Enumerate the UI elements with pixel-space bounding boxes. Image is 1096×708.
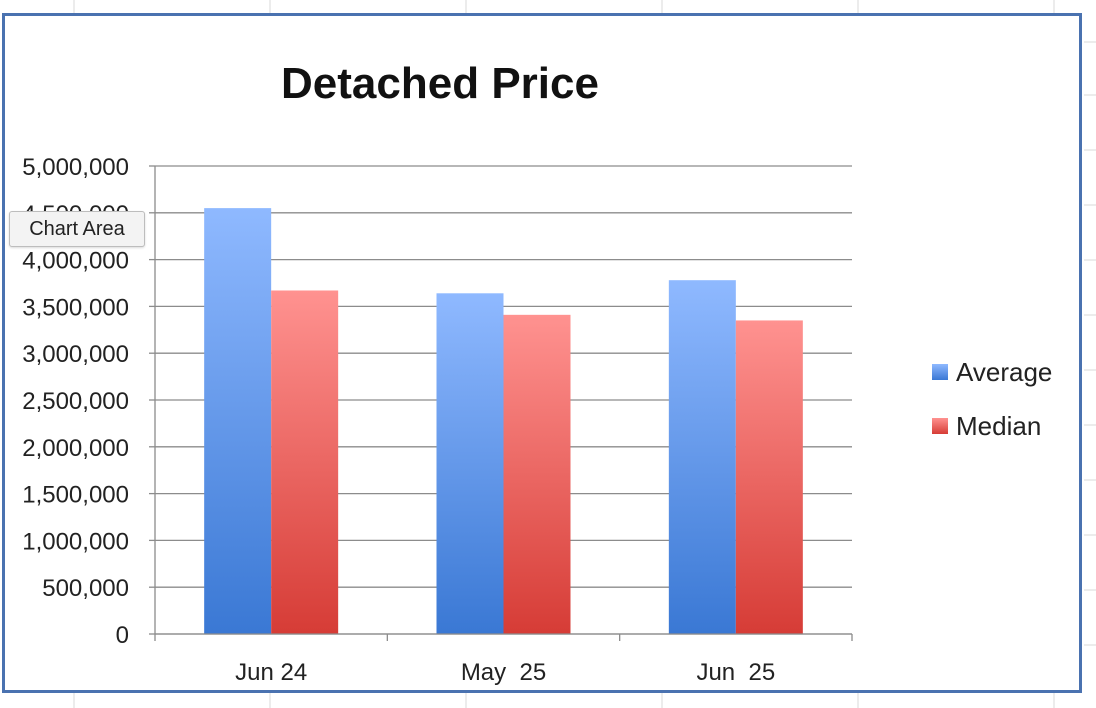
x-tick-label: Jun 25 [696,659,775,686]
bar-average[interactable] [204,208,272,634]
y-tick-label: 2,000,000 [22,435,129,462]
legend-swatch-average [932,364,948,380]
bar-median[interactable] [271,290,339,634]
legend-label-average: Average [956,357,1052,387]
y-tick-label: 5,000,000 [22,154,129,181]
x-tick-label: May 25 [461,659,546,686]
bar-median[interactable] [735,320,803,634]
y-tick-label: 1,500,000 [22,482,129,509]
legend-label-median: Median [956,411,1041,441]
bars [204,208,803,634]
chart-title: Detached Price [281,59,599,108]
legend[interactable]: Average Median [932,357,1052,441]
y-tick-label: 3,000,000 [22,341,129,368]
y-tick-label: 3,500,000 [22,294,129,321]
x-axis [154,166,853,641]
bar-average[interactable] [436,293,504,634]
chart-area-tooltip: Chart Area [9,211,145,247]
y-tick-label: 500,000 [42,575,129,602]
y-tick-label: 2,500,000 [22,388,129,415]
x-tick-label: Jun 24 [235,659,307,686]
y-tick-label: 1,000,000 [22,528,129,555]
y-tick-label: 4,000,000 [22,248,129,275]
bar-average[interactable] [668,280,736,634]
y-tick-label: 0 [116,622,129,649]
legend-swatch-median [932,418,948,434]
x-axis-tick-labels: Jun 24 May 25 Jun 25 [235,659,775,686]
bar-median[interactable] [503,314,571,634]
